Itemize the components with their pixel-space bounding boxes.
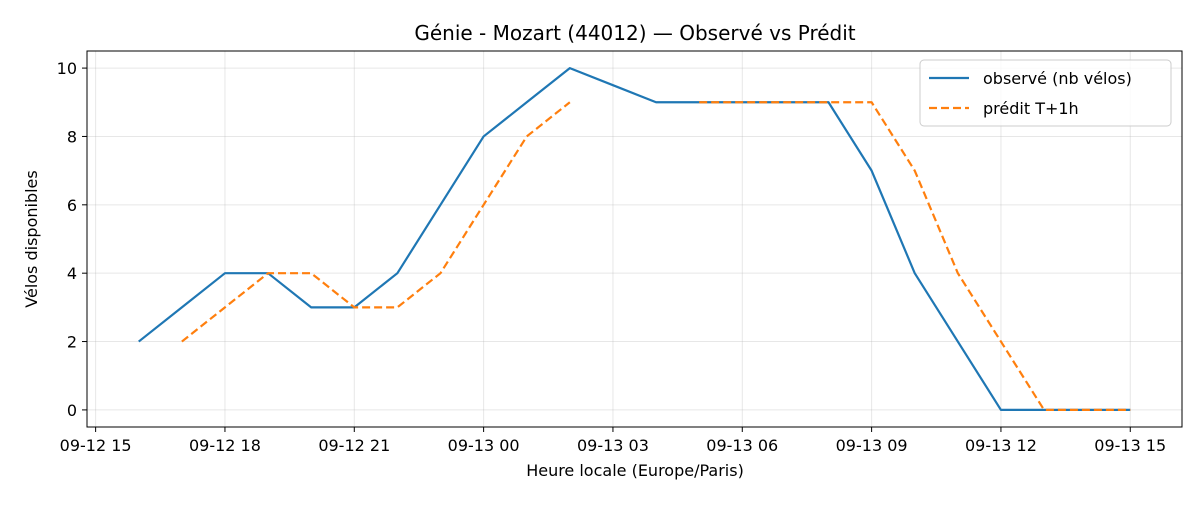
legend-box (919, 59, 1172, 127)
x-tick-label: 09-12 18 (189, 436, 261, 455)
y-tick-label: 8 (67, 127, 77, 146)
x-tick-label: 09-13 09 (836, 436, 908, 455)
y-tick-label: 6 (67, 196, 77, 215)
legend: observé (nb vélos) prédit T+1h (919, 59, 1172, 127)
series-line-observed (138, 66, 1131, 412)
x-tick-label: 09-13 15 (1094, 436, 1166, 455)
series-layer (138, 66, 1131, 412)
legend-label-predicted: prédit T+1h (983, 99, 1079, 118)
y-tick-label: 0 (67, 401, 77, 420)
x-tick-label: 09-12 21 (318, 436, 390, 455)
x-tick-label: 09-13 03 (577, 436, 649, 455)
plot-frame (86, 50, 1183, 428)
x-tick-label: 09-12 15 (60, 436, 132, 455)
chart-title: Génie - Mozart (44012) — Observé vs Préd… (414, 21, 855, 45)
x-tick-label: 09-13 00 (448, 436, 520, 455)
legend-label-observed: observé (nb vélos) (983, 69, 1132, 88)
x-axis: 09-12 15 09-12 18 09-12 21 09-13 00 09-13 03… (60, 427, 1166, 455)
y-tick-label: 10 (57, 59, 77, 78)
series-line-predicted (181, 101, 571, 343)
y-axis-label: Vélos disponibles (22, 170, 41, 307)
series-line-predicted (699, 101, 1131, 412)
y-tick-label: 2 (67, 333, 77, 352)
y-axis: 0 2 4 6 8 10 (57, 59, 87, 420)
x-axis-label: Heure locale (Europe/Paris) (526, 461, 744, 480)
y-tick-label: 4 (67, 264, 77, 283)
x-tick-label: 09-13 12 (965, 436, 1037, 455)
x-tick-label: 09-13 06 (706, 436, 778, 455)
